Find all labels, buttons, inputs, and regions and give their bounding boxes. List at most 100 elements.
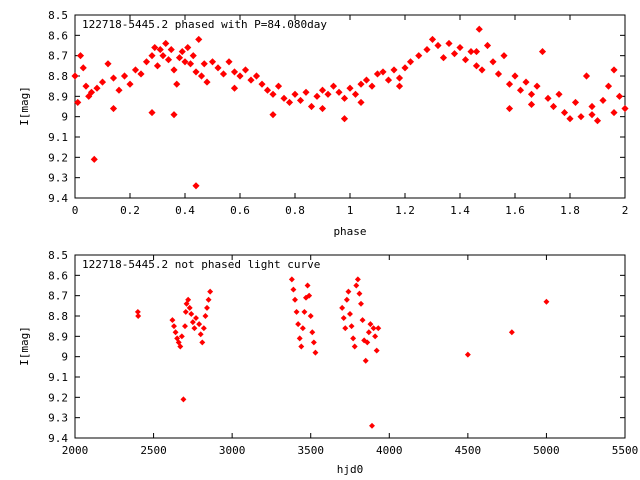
data-point (148, 109, 156, 117)
data-point (527, 90, 536, 98)
data-point (296, 96, 305, 104)
data-point (293, 308, 300, 315)
data-point (291, 90, 299, 98)
data-point (137, 70, 145, 78)
data-point (354, 276, 361, 283)
y-tick-label: 9.4 (48, 432, 68, 445)
data-point (472, 48, 481, 56)
data-point (90, 155, 98, 163)
x-tick-label: 3500 (297, 444, 324, 457)
data-point (345, 288, 352, 295)
data-point (516, 86, 525, 94)
data-point (199, 339, 206, 346)
x-axis-title: hjd0 (337, 463, 364, 476)
data-point (384, 76, 393, 84)
data-point (182, 308, 189, 315)
data-point (131, 66, 140, 74)
data-point (543, 298, 550, 305)
data-point (390, 66, 398, 74)
x-tick-label: 0.6 (230, 204, 250, 217)
data-point (461, 56, 470, 64)
data-point (549, 102, 558, 111)
data-point (285, 98, 294, 106)
x-tick-label: 1.2 (395, 204, 415, 217)
data-point (156, 46, 164, 54)
unphased-light-curve-panel: 122718-5445.2 not phased light curve hjd… (18, 249, 638, 476)
data-point (373, 347, 380, 354)
y-tick-label: 9.3 (48, 412, 68, 425)
data-point (494, 70, 503, 78)
data-point (353, 282, 360, 289)
plot-title: 122718-5445.2 not phased light curve (82, 258, 320, 271)
data-point (367, 321, 374, 328)
data-point (296, 335, 303, 342)
data-point (307, 102, 316, 111)
data-point (207, 288, 214, 295)
data-point (577, 113, 585, 121)
data-point (365, 329, 372, 336)
x-tick-label: 0 (72, 204, 79, 217)
data-point (200, 325, 207, 332)
data-point (87, 88, 96, 96)
data-point (347, 311, 353, 317)
data-point (375, 325, 382, 332)
data-point (456, 43, 464, 52)
data-point (555, 90, 563, 98)
data-point (324, 90, 332, 98)
data-point (182, 323, 188, 330)
data-point (566, 115, 574, 123)
data-point (351, 343, 358, 350)
data-point (230, 84, 239, 92)
y-tick-label: 9.4 (48, 192, 68, 205)
data-point (204, 304, 210, 311)
data-point (351, 90, 360, 98)
data-point (98, 78, 107, 86)
data-point (170, 111, 178, 119)
data-point (191, 325, 198, 332)
axis-ticks: 0 0.2 0.4 0.6 0.8 1 1.2 1.4 1.6 1.8 2 8.5 8.6 8.7 8.8 8… (48, 9, 628, 217)
data-point (615, 92, 624, 100)
data-point (342, 325, 349, 332)
data-point (151, 43, 159, 52)
data-point (343, 296, 350, 303)
data-point (329, 82, 338, 90)
data-point (225, 58, 233, 66)
data-point (475, 25, 483, 33)
data-point (269, 90, 277, 98)
data-point (318, 86, 327, 94)
data-point (203, 78, 211, 86)
data-point (359, 317, 366, 324)
data-point (439, 54, 448, 62)
data-point (395, 82, 404, 90)
data-point (109, 74, 118, 82)
data-point (464, 351, 471, 358)
y-tick-label: 8.9 (48, 90, 68, 103)
x-tick-label: 1.4 (450, 204, 470, 217)
data-point (379, 68, 387, 76)
data-point (230, 68, 239, 76)
data-point (610, 66, 618, 74)
data-point (298, 343, 305, 350)
axis-ticks: 2000 2500 3000 3500 4000 4500 5000 5500 8.5 8.6 8.… (48, 249, 638, 457)
data-point (104, 60, 112, 68)
data-point (368, 82, 376, 90)
data-point (588, 102, 596, 111)
data-point (214, 64, 222, 72)
data-point (310, 339, 317, 346)
data-point (610, 109, 618, 117)
y-tick-label: 9 (61, 111, 68, 124)
data-point (169, 317, 176, 324)
data-point (178, 333, 185, 340)
data-point (395, 74, 404, 82)
data-point (269, 111, 277, 119)
data-point (170, 66, 178, 74)
data-point (148, 52, 156, 60)
x-tick-label: 1 (347, 204, 354, 217)
data-point (544, 94, 552, 102)
data-point (181, 58, 189, 66)
data-point (153, 62, 162, 70)
data-point (478, 66, 486, 74)
data-point (489, 58, 497, 66)
data-point (295, 321, 302, 328)
